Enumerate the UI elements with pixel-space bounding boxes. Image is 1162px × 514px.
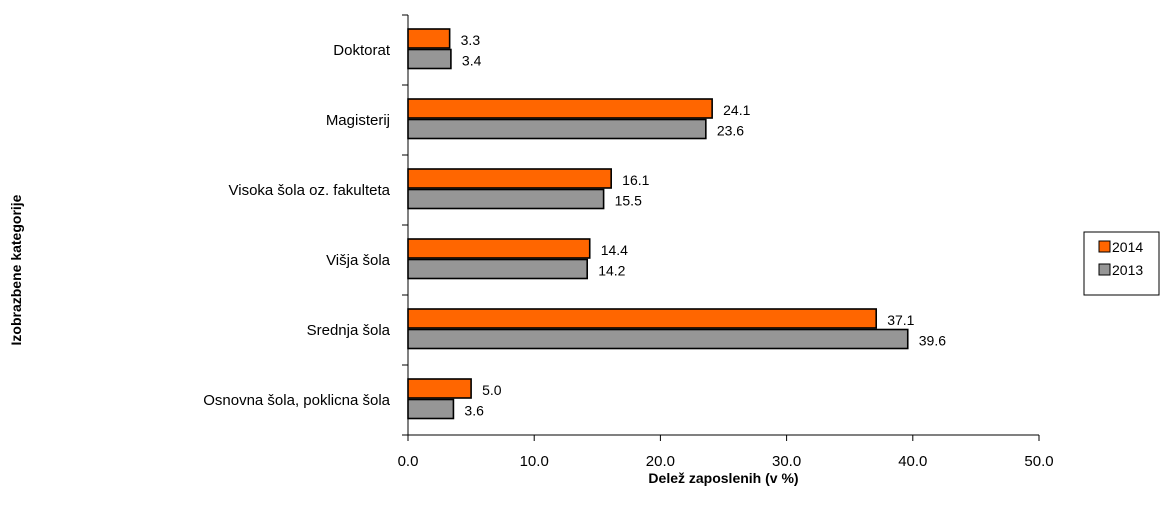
data-label-2014-3: 14.4: [601, 242, 628, 258]
legend-swatch-2013: [1098, 263, 1111, 276]
data-label-2013-3: 14.2: [598, 263, 625, 279]
data-label-2013-0: 3.4: [462, 53, 482, 69]
bar-2014-3: [407, 238, 591, 259]
data-label-2014-4: 37.1: [887, 312, 914, 328]
bar-2013-4: [407, 328, 909, 350]
x-axis-title: Delež zaposlenih (v %): [648, 470, 798, 486]
x-tick-label: 0.0: [398, 453, 419, 470]
data-label-2014-1: 24.1: [723, 102, 750, 118]
data-label-2014-2: 16.1: [622, 172, 649, 188]
x-tick-label: 30.0: [772, 453, 801, 470]
data-label-2013-5: 3.6: [464, 403, 484, 419]
data-label-2013-4: 39.6: [919, 333, 946, 349]
x-tick-label: 50.0: [1024, 453, 1053, 470]
data-label-2014-0: 3.3: [461, 32, 481, 48]
data-label-2014-5: 5.0: [482, 382, 502, 398]
y-axis-title: Izobrazbene kategorije: [8, 194, 24, 345]
bar-2013-1: [407, 118, 707, 140]
bar-2014-4: [407, 308, 878, 329]
bar-2013-5: [407, 398, 455, 420]
bar-2014-0: [407, 28, 451, 49]
bar-2013-0: [407, 48, 452, 70]
x-tick-label: 20.0: [646, 453, 675, 470]
legend-label-2013: 2013: [1112, 262, 1143, 278]
y-tick-label: Osnovna šola, poklicna šola: [203, 392, 390, 409]
x-tick-label: 10.0: [520, 453, 549, 470]
y-tick-label: Višja šola: [326, 252, 391, 269]
legend-box: [1083, 231, 1160, 296]
bar-2013-3: [407, 258, 589, 280]
bars-group: 3.3 3.4 24.1 23.6 16.1 15.5 14.4 14.2 37.1 39.6 5.…: [407, 28, 946, 420]
legend-label-2014: 2014: [1112, 239, 1143, 255]
bar-2014-5: [407, 378, 472, 399]
y-axis: Doktorat Magisterij Visoka šola oz. fakult…: [203, 14, 409, 436]
x-axis: 0.0 10.0 20.0 30.0 40.0 50.0: [398, 434, 1054, 470]
data-label-2013-1: 23.6: [717, 123, 744, 139]
y-tick-label: Visoka šola oz. fakulteta: [229, 182, 391, 199]
y-tick-label: Magisterij: [326, 112, 390, 129]
y-tick-label: Doktorat: [333, 42, 391, 59]
bar-2013-2: [407, 188, 605, 210]
bar-2014-2: [407, 168, 612, 189]
bar-2014-1: [407, 98, 713, 119]
x-tick-label: 40.0: [898, 453, 927, 470]
legend-swatch-2014: [1098, 240, 1111, 253]
y-tick-label: Srednja šola: [307, 322, 391, 339]
data-label-2013-2: 15.5: [615, 193, 642, 209]
legend: 2014 2013: [1083, 231, 1160, 296]
